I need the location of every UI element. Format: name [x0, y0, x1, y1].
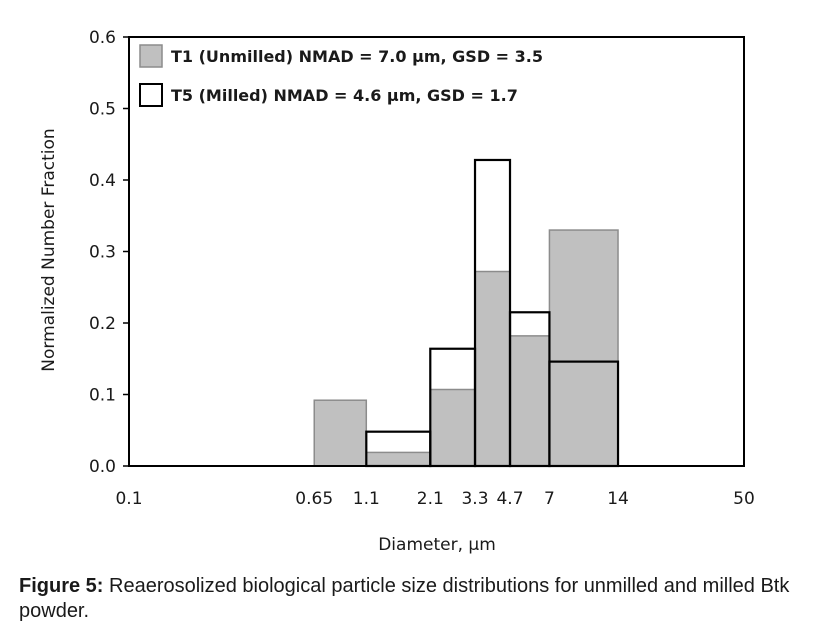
y-tick-label: 0.2 [89, 314, 116, 334]
legend-label-t5: T5 (Milled) NMAD = 4.6 µm, GSD = 1.7 [171, 86, 518, 105]
x-tick-label: 7 [544, 489, 555, 509]
figure-caption: Figure 5: Reaerosolized biological parti… [19, 574, 819, 624]
legend-label-t1: T1 (Unmilled) NMAD = 7.0 µm, GSD = 3.5 [171, 47, 543, 66]
axes [123, 36, 745, 467]
t1-bar-3 [474, 270, 511, 467]
legend: T1 (Unmilled) NMAD = 7.0 µm, GSD = 3.5 T5… [139, 44, 543, 107]
y-tick-label: 0.0 [89, 457, 116, 477]
x-tick-label: 4.7 [496, 489, 523, 509]
x-tick-label: 3.3 [461, 489, 488, 509]
t1-bar-2 [429, 388, 476, 467]
caption-text: Reaerosolized biological particle size d… [19, 575, 790, 622]
y-tick-label: 0.6 [89, 28, 116, 48]
legend-swatch-t1 [139, 44, 163, 68]
tick-labels: 0.0 0.1 0.2 0.3 0.4 0.5 0.6 0.1 0.65 1.1 2.1 3.3 4.7… [89, 28, 755, 509]
t1-bar-1 [365, 451, 432, 467]
y-tick-label: 0.1 [89, 386, 116, 406]
legend-swatch-t5 [139, 83, 163, 107]
x-axis-title: Diameter, µm [378, 535, 496, 555]
caption-label: Figure 5: [19, 575, 104, 597]
t1-unmilled-bars [313, 229, 619, 467]
x-tick-label: 14 [607, 489, 629, 509]
y-axis-title: Normalized Number Fraction [39, 128, 59, 371]
t1-bar-0 [313, 399, 368, 467]
y-tick-label: 0.5 [89, 100, 116, 120]
x-tick-label: 2.1 [417, 489, 444, 509]
t1-bar-5 [548, 229, 619, 467]
y-tick-label: 0.3 [89, 243, 116, 263]
y-tick-label: 0.4 [89, 171, 116, 191]
histogram-chart: 0.0 0.1 0.2 0.3 0.4 0.5 0.6 0.1 0.65 1.1 2.1 3.3 4.7… [39, 28, 755, 555]
x-tick-label: 1.1 [353, 489, 380, 509]
x-tick-label: 0.1 [115, 489, 142, 509]
t1-bar-4 [509, 335, 551, 467]
x-tick-label: 50 [733, 489, 755, 509]
x-tick-label: 0.65 [295, 489, 333, 509]
